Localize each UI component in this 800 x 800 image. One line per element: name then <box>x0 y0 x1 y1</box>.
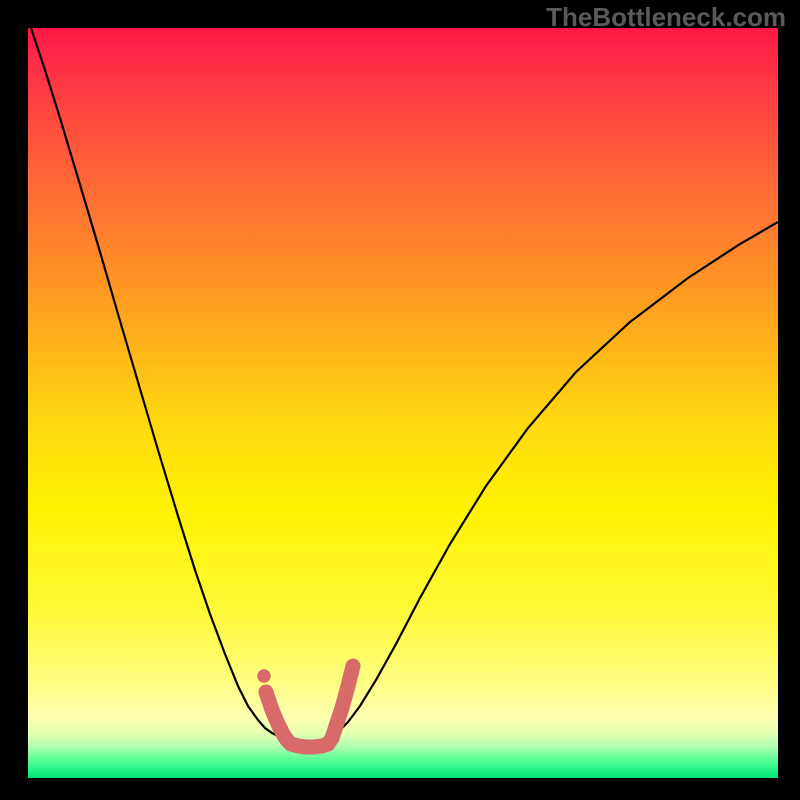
chart-frame: TheBottleneck.com <box>0 0 800 800</box>
valley-dot <box>257 669 271 683</box>
watermark-text: TheBottleneck.com <box>546 2 786 33</box>
plot-area <box>28 28 778 778</box>
gradient-background <box>28 28 778 778</box>
